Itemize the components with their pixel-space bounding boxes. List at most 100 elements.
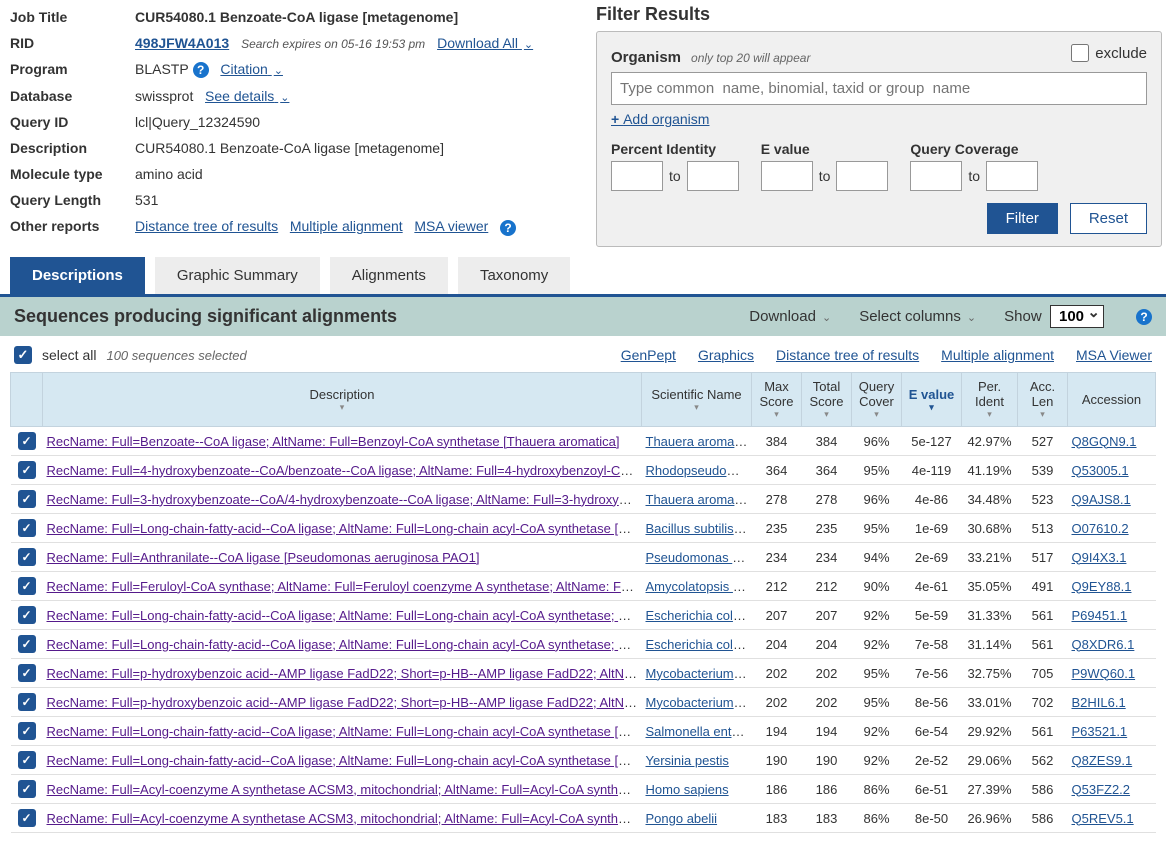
description-link[interactable]: RecName: Full=4-hydroxybenzoate--CoA/ben… <box>47 463 642 478</box>
scientific-name-link[interactable]: Homo sapiens <box>646 782 729 797</box>
reset-button[interactable]: Reset <box>1070 203 1147 234</box>
accession-link[interactable]: Q53005.1 <box>1072 463 1129 478</box>
row-checkbox[interactable] <box>18 635 36 653</box>
scientific-name-link[interactable]: Thauera aromatica <box>646 434 752 449</box>
scientific-name-link[interactable]: Thauera aromatica <box>646 492 752 507</box>
description-link[interactable]: RecName: Full=Long-chain-fatty-acid--CoA… <box>47 753 642 768</box>
description-link[interactable]: RecName: Full=Long-chain-fatty-acid--CoA… <box>47 724 642 739</box>
row-checkbox[interactable] <box>18 577 36 595</box>
scientific-name-link[interactable]: Bacillus subtilis s... <box>646 521 752 536</box>
multiple-alignment-link[interactable]: Multiple alignment <box>941 347 1054 363</box>
description-link[interactable]: RecName: Full=Anthranilate--CoA ligase [… <box>47 550 480 565</box>
col-e-value[interactable]: E value▾ <box>902 373 962 427</box>
row-checkbox[interactable] <box>18 606 36 624</box>
download-all-link[interactable]: Download All ⌄ <box>437 35 533 51</box>
row-checkbox[interactable] <box>18 693 36 711</box>
add-organism-link[interactable]: Add organism <box>611 111 709 127</box>
description-link[interactable]: RecName: Full=Long-chain-fatty-acid--CoA… <box>47 521 642 536</box>
scientific-name-link[interactable]: Rhodopseudomo... <box>646 463 752 478</box>
col-scientific-name[interactable]: Scientific Name▾ <box>642 373 752 427</box>
query-coverage-to[interactable] <box>986 161 1038 191</box>
accession-link[interactable]: P63521.1 <box>1072 724 1128 739</box>
scientific-name-link[interactable]: Yersinia pestis <box>646 753 729 768</box>
description-link[interactable]: RecName: Full=Long-chain-fatty-acid--CoA… <box>47 637 642 652</box>
accession-link[interactable]: O07610.2 <box>1072 521 1129 536</box>
accession-link[interactable]: Q53FZ2.2 <box>1072 782 1131 797</box>
col-acc-len[interactable]: Acc. Len▾ <box>1018 373 1068 427</box>
row-checkbox[interactable] <box>18 461 36 479</box>
accession-link[interactable]: Q8XDR6.1 <box>1072 637 1135 652</box>
see-details-link[interactable]: See details ⌄ <box>205 88 289 104</box>
help-icon[interactable]: ? <box>1136 309 1152 325</box>
description-link[interactable]: RecName: Full=Benzoate--CoA ligase; AltN… <box>47 434 620 449</box>
scientific-name-link[interactable]: Salmonella enter... <box>646 724 752 739</box>
row-checkbox[interactable] <box>18 722 36 740</box>
msa-viewer-link[interactable]: MSA Viewer <box>1076 347 1152 363</box>
row-checkbox[interactable] <box>18 809 36 827</box>
scientific-name-link[interactable]: Mycobacterium t... <box>646 666 752 681</box>
accession-link[interactable]: Q8ZES9.1 <box>1072 753 1133 768</box>
exclude-checkbox-label[interactable]: exclude <box>1071 44 1147 62</box>
scientific-name-link[interactable]: Mycobacterium ... <box>646 695 749 710</box>
accession-link[interactable]: Q9AJS8.1 <box>1072 492 1131 507</box>
tab-descriptions[interactable]: Descriptions <box>10 257 145 294</box>
description-link[interactable]: RecName: Full=Acyl-coenzyme A synthetase… <box>47 811 642 826</box>
col-total-score[interactable]: Total Score▾ <box>802 373 852 427</box>
description-link[interactable]: RecName: Full=p-hydroxybenzoic acid--AMP… <box>47 666 642 681</box>
col-per-ident[interactable]: Per. Ident▾ <box>962 373 1018 427</box>
multiple-alignment-link[interactable]: Multiple alignment <box>290 218 403 234</box>
exclude-checkbox[interactable] <box>1071 44 1089 62</box>
accession-link[interactable]: Q8GQN9.1 <box>1072 434 1137 449</box>
row-checkbox[interactable] <box>18 548 36 566</box>
scientific-name-link[interactable]: Amycolatopsis sp. <box>646 579 751 594</box>
accession-link[interactable]: Q9EY88.1 <box>1072 579 1132 594</box>
help-icon[interactable]: ? <box>193 62 209 78</box>
col-description[interactable]: Description▾ <box>43 373 642 427</box>
tab-graphic-summary[interactable]: Graphic Summary <box>155 257 320 294</box>
evalue-to[interactable] <box>836 161 888 191</box>
col-max-score[interactable]: Max Score▾ <box>752 373 802 427</box>
genpept-link[interactable]: GenPept <box>621 347 676 363</box>
col-accession[interactable]: Accession <box>1068 373 1156 427</box>
row-checkbox[interactable] <box>18 490 36 508</box>
row-checkbox[interactable] <box>18 432 36 450</box>
query-coverage-from[interactable] <box>910 161 962 191</box>
accession-link[interactable]: Q9I4X3.1 <box>1072 550 1127 565</box>
tab-alignments[interactable]: Alignments <box>330 257 448 294</box>
col-query-cover[interactable]: Query Cover▾ <box>852 373 902 427</box>
graphics-link[interactable]: Graphics <box>698 347 754 363</box>
select-columns-dropdown[interactable]: Select columns⌄ <box>859 308 976 325</box>
scientific-name-link[interactable]: Pseudomonas a... <box>646 550 751 565</box>
percent-identity-to[interactable] <box>687 161 739 191</box>
evalue-from[interactable] <box>761 161 813 191</box>
select-all-checkbox[interactable] <box>14 346 32 364</box>
scientific-name-link[interactable]: Escherichia coli ... <box>646 608 751 623</box>
row-checkbox[interactable] <box>18 519 36 537</box>
citation-link[interactable]: Citation ⌄ <box>220 61 283 77</box>
organism-input[interactable] <box>611 72 1147 105</box>
select-all-label[interactable]: select all <box>42 347 96 363</box>
show-select[interactable]: 100 <box>1050 305 1104 328</box>
scientific-name-link[interactable]: Pongo abelii <box>646 811 718 826</box>
filter-button[interactable]: Filter <box>987 203 1058 234</box>
description-link[interactable]: RecName: Full=Acyl-coenzyme A synthetase… <box>47 782 642 797</box>
download-dropdown[interactable]: Download⌄ <box>749 308 831 325</box>
rid-link[interactable]: 498JFW4A013 <box>135 35 229 51</box>
accession-link[interactable]: Q5REV5.1 <box>1072 811 1134 826</box>
percent-identity-from[interactable] <box>611 161 663 191</box>
distance-tree-link[interactable]: Distance tree of results <box>135 218 278 234</box>
distance-tree-link[interactable]: Distance tree of results <box>776 347 919 363</box>
description-link[interactable]: RecName: Full=3-hydroxybenzoate--CoA/4-h… <box>47 492 642 507</box>
tab-taxonomy[interactable]: Taxonomy <box>458 257 570 294</box>
row-checkbox[interactable] <box>18 664 36 682</box>
description-link[interactable]: RecName: Full=Long-chain-fatty-acid--CoA… <box>47 608 642 623</box>
scientific-name-link[interactable]: Escherichia coli ... <box>646 637 751 652</box>
description-link[interactable]: RecName: Full=p-hydroxybenzoic acid--AMP… <box>47 695 642 710</box>
row-checkbox[interactable] <box>18 780 36 798</box>
description-link[interactable]: RecName: Full=Feruloyl-CoA synthase; Alt… <box>47 579 642 594</box>
row-checkbox[interactable] <box>18 751 36 769</box>
accession-link[interactable]: P69451.1 <box>1072 608 1128 623</box>
msa-viewer-link[interactable]: MSA viewer <box>414 218 488 234</box>
help-icon[interactable]: ? <box>500 220 516 236</box>
accession-link[interactable]: P9WQ60.1 <box>1072 666 1136 681</box>
